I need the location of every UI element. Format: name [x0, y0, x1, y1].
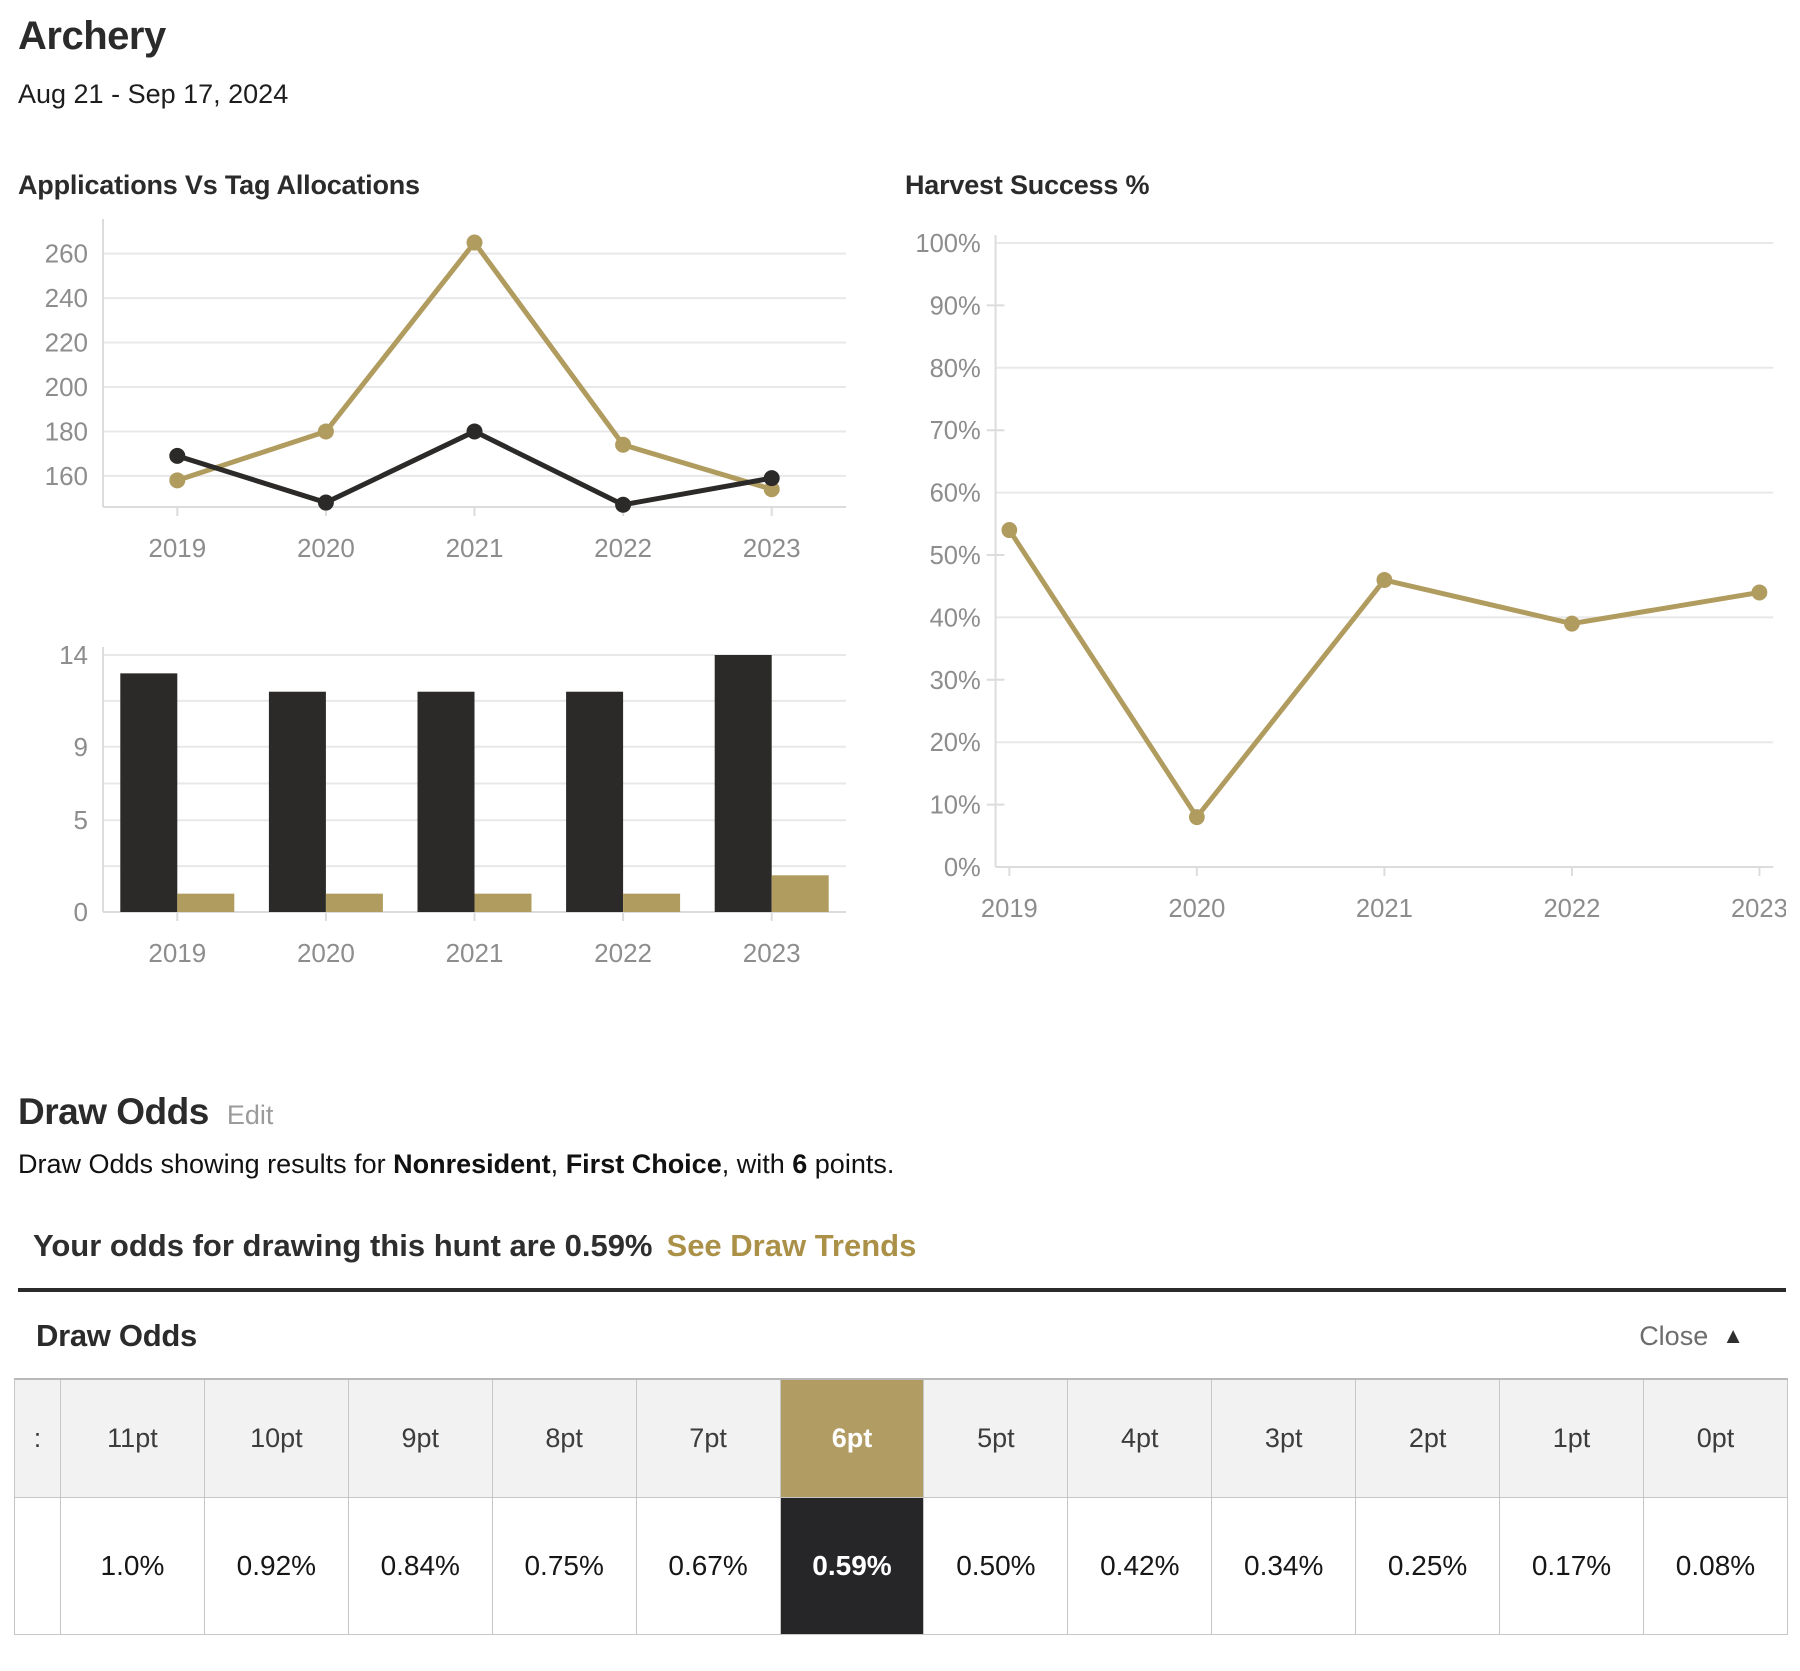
svg-text:2023: 2023 [1731, 895, 1786, 923]
svg-text:5: 5 [74, 805, 88, 835]
applications-vs-tags-line-chart: 160 180 200 220 240 260 2019 2020 2021 2022 2023 [45, 219, 846, 563]
residency-value: Nonresident [393, 1149, 551, 1179]
svg-text:40%: 40% [930, 604, 981, 632]
column-header-4pt: 4pt [1067, 1378, 1213, 1498]
column-header-0pt: 0pt [1642, 1378, 1789, 1498]
svg-text:50%: 50% [930, 542, 981, 570]
odds-cell-6pt: 0.59% [779, 1496, 925, 1635]
svg-text:0: 0 [74, 897, 88, 927]
svg-text:2021: 2021 [446, 938, 504, 968]
points-header-row: :11pt 10pt 9pt 8pt 7pt 6pt 5pt 4pt 3pt 2pt 1pt 0pt [14, 1378, 1789, 1498]
see-draw-trends-link[interactable]: See Draw Trends [666, 1228, 917, 1263]
svg-text:100%: 100% [915, 230, 980, 258]
svg-text:180: 180 [45, 416, 88, 446]
svg-text:2023: 2023 [743, 533, 801, 563]
svg-text:9: 9 [74, 732, 88, 762]
odds-values-row: 1.0% 0.92% 0.84% 0.75% 0.67% 0.59% 0.50% 0.42% 0… [14, 1496, 1789, 1635]
draw-odds-section-head: Draw Odds Edit [18, 1091, 1786, 1133]
applications-chart-title: Applications Vs Tag Allocations [18, 170, 420, 200]
svg-text:2021: 2021 [446, 533, 504, 563]
draw-odds-table: :11pt 10pt 9pt 8pt 7pt 6pt 5pt 4pt 3pt 2pt 1pt 0pt … [14, 1378, 1789, 1635]
svg-text:2019: 2019 [148, 938, 206, 968]
harvest-chart-column: Harvest Success % 0% 10% 20% 30% 40% 50% 60% 70… [905, 170, 1786, 973]
draw-odds-description: Draw Odds showing results for Nonresiden… [18, 1149, 1786, 1180]
odds-cell-8pt: 0.75% [491, 1496, 637, 1635]
svg-text:240: 240 [45, 283, 88, 313]
column-header-3pt: 3pt [1211, 1378, 1357, 1498]
svg-text:30%: 30% [930, 667, 981, 695]
column-header-7pt: 7pt [635, 1378, 781, 1498]
draw-odds-section: Draw Odds Edit Draw Odds showing results… [14, 1091, 1789, 1635]
draw-odds-panel-heading: Draw Odds [36, 1318, 197, 1353]
charts-section: Applications Vs Tag Allocations 160 180 20… [18, 170, 1786, 973]
svg-text:260: 260 [45, 239, 88, 269]
chevron-up-icon: ▲ [1722, 1323, 1744, 1348]
column-header-11pt: 11pt [60, 1378, 205, 1498]
svg-text:2022: 2022 [594, 533, 652, 563]
svg-text:2021: 2021 [1356, 895, 1413, 923]
odds-banner: Your odds for drawing this hunt are 0.59… [33, 1228, 1786, 1264]
date-range: Aug 21 - Sep 17, 2024 [18, 79, 289, 109]
column-header-8pt: 8pt [491, 1378, 637, 1498]
harvest-success-line-chart: 0% 10% 20% 30% 40% 50% 60% 70% 80% 90% 100% 2019 202… [915, 230, 1786, 923]
odds-cell-3pt: 0.34% [1211, 1496, 1357, 1635]
column-header-6pt: 6pt [779, 1378, 925, 1498]
svg-text:200: 200 [45, 372, 88, 402]
draw-odds-heading: Draw Odds [18, 1091, 209, 1132]
odds-cell-0pt: 0.08% [1642, 1496, 1789, 1635]
svg-text:90%: 90% [930, 292, 981, 320]
divider [18, 1288, 1786, 1292]
description-prefix: Draw Odds showing results for [18, 1149, 394, 1179]
draw-odds-panel-head: Draw Odds Close ▲ [18, 1318, 1786, 1354]
svg-text:2023: 2023 [743, 938, 801, 968]
applications-vs-tags-bar-chart: 0 5 9 14 2019 2020 2021 2022 2023 [59, 640, 846, 968]
svg-text:70%: 70% [930, 417, 981, 445]
odds-cell-7pt: 0.67% [635, 1496, 781, 1635]
column-header-10pt: 10pt [203, 1378, 349, 1498]
svg-text:80%: 80% [930, 355, 981, 383]
harvest-chart-title: Harvest Success % [905, 170, 1150, 200]
svg-text:2020: 2020 [297, 533, 355, 563]
column-header-9pt: 9pt [347, 1378, 493, 1498]
svg-text:60%: 60% [930, 479, 981, 507]
page-title: Archery [18, 14, 166, 58]
odds-banner-text: Your odds for drawing this hunt are 0.59… [33, 1228, 653, 1263]
svg-text:2020: 2020 [297, 938, 355, 968]
svg-text:2019: 2019 [148, 533, 206, 563]
svg-text:220: 220 [45, 328, 88, 358]
page-header: Archery Aug 21 - Sep 17, 2024 [18, 14, 1786, 110]
close-label: Close [1639, 1320, 1709, 1351]
odds-cell-1pt: 0.17% [1499, 1496, 1644, 1635]
odds-cell-10pt: 0.92% [203, 1496, 349, 1635]
choice-value: First Choice [565, 1149, 722, 1179]
svg-text:2019: 2019 [981, 895, 1038, 923]
column-header-2pt: 2pt [1355, 1378, 1501, 1498]
close-button[interactable]: Close ▲ [1639, 1321, 1744, 1352]
odds-cell-11pt: 1.0% [60, 1496, 205, 1635]
odds-cell-9pt: 0.84% [347, 1496, 493, 1635]
svg-text:20%: 20% [930, 729, 981, 757]
svg-text:0%: 0% [944, 854, 981, 882]
svg-text:2022: 2022 [594, 938, 652, 968]
svg-text:2022: 2022 [1543, 895, 1600, 923]
clipped-odds-cell [14, 1496, 61, 1635]
odds-cell-5pt: 0.50% [923, 1496, 1069, 1635]
odds-cell-4pt: 0.42% [1067, 1496, 1213, 1635]
edit-link[interactable]: Edit [226, 1100, 274, 1130]
points-value: 6 [792, 1149, 808, 1179]
column-header-1pt: 1pt [1499, 1378, 1644, 1498]
svg-text:10%: 10% [930, 791, 981, 819]
svg-text:14: 14 [59, 640, 88, 670]
svg-text:2020: 2020 [1168, 895, 1225, 923]
applications-chart-column: Applications Vs Tag Allocations 160 180 20… [18, 170, 863, 973]
clipped-column-header: : [14, 1378, 61, 1498]
column-header-5pt: 5pt [923, 1378, 1069, 1498]
description-suffix: points. [807, 1149, 895, 1179]
description-sep1: , [550, 1149, 566, 1179]
svg-text:160: 160 [45, 461, 88, 491]
description-sep2: , with [721, 1149, 793, 1179]
odds-cell-2pt: 0.25% [1355, 1496, 1501, 1635]
